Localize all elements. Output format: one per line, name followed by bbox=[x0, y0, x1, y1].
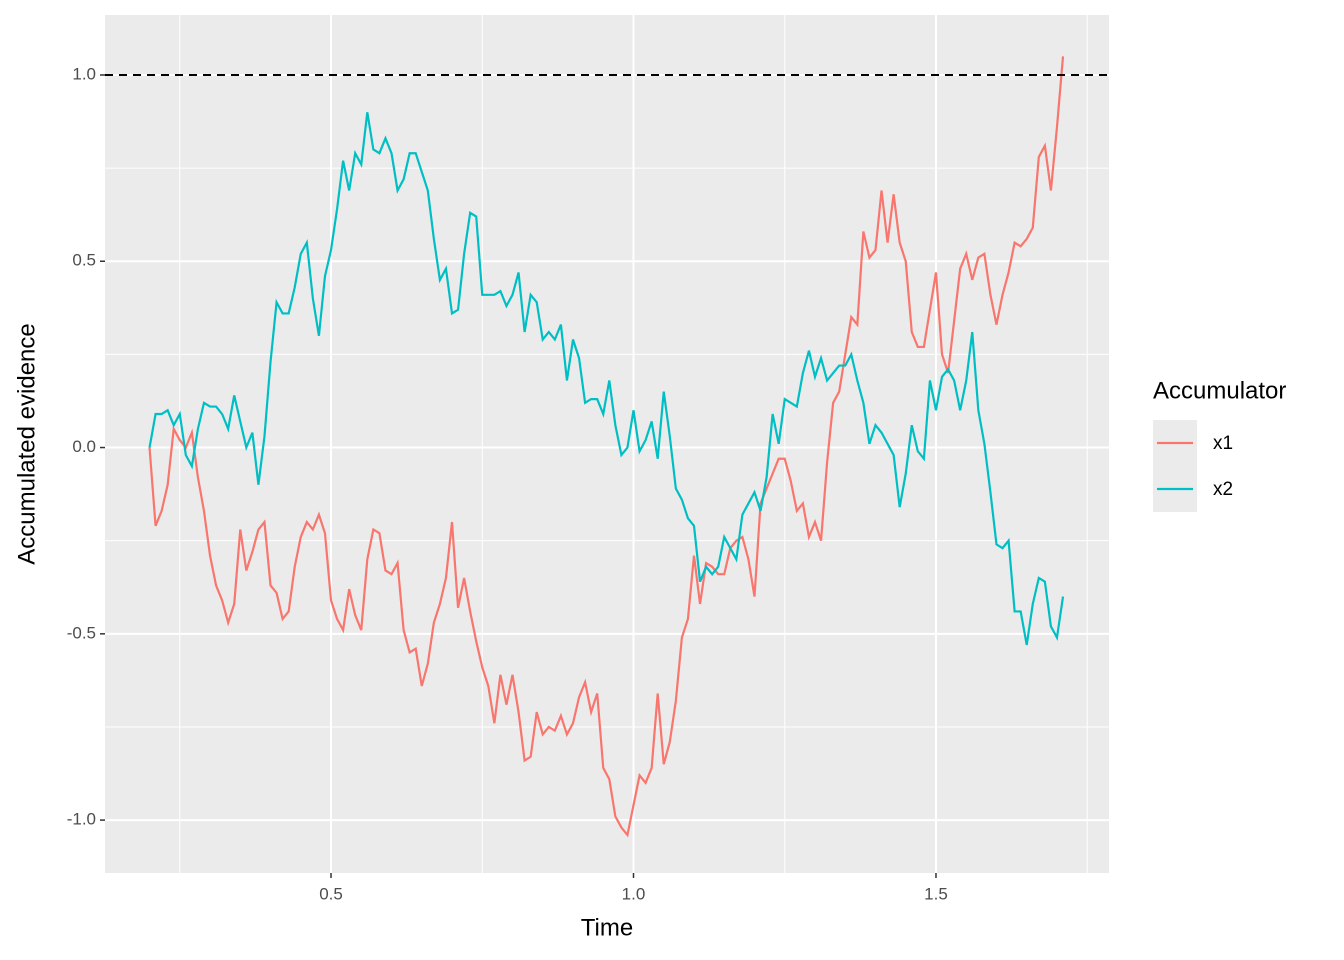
y-tick-label: 0.0 bbox=[72, 437, 96, 456]
legend-label: x2 bbox=[1213, 479, 1233, 500]
y-tick-label: 1.0 bbox=[72, 64, 96, 83]
y-axis-title: Accumulated evidence bbox=[13, 323, 40, 564]
legend-title: Accumulator bbox=[1153, 377, 1286, 404]
y-tick-label: -1.0 bbox=[67, 810, 96, 829]
y-tick-label: -0.5 bbox=[67, 623, 96, 642]
panel bbox=[105, 15, 1109, 873]
x-axis-title: Time bbox=[581, 914, 633, 941]
y-tick-label: 0.5 bbox=[72, 251, 96, 270]
series-line bbox=[148, 56, 1065, 838]
x-tick-label: 1.0 bbox=[622, 884, 646, 903]
legend-label: x1 bbox=[1213, 433, 1233, 454]
series-line bbox=[148, 112, 1065, 646]
x-tick-label: 0.5 bbox=[319, 884, 343, 903]
x-tick-label: 1.5 bbox=[924, 884, 948, 903]
